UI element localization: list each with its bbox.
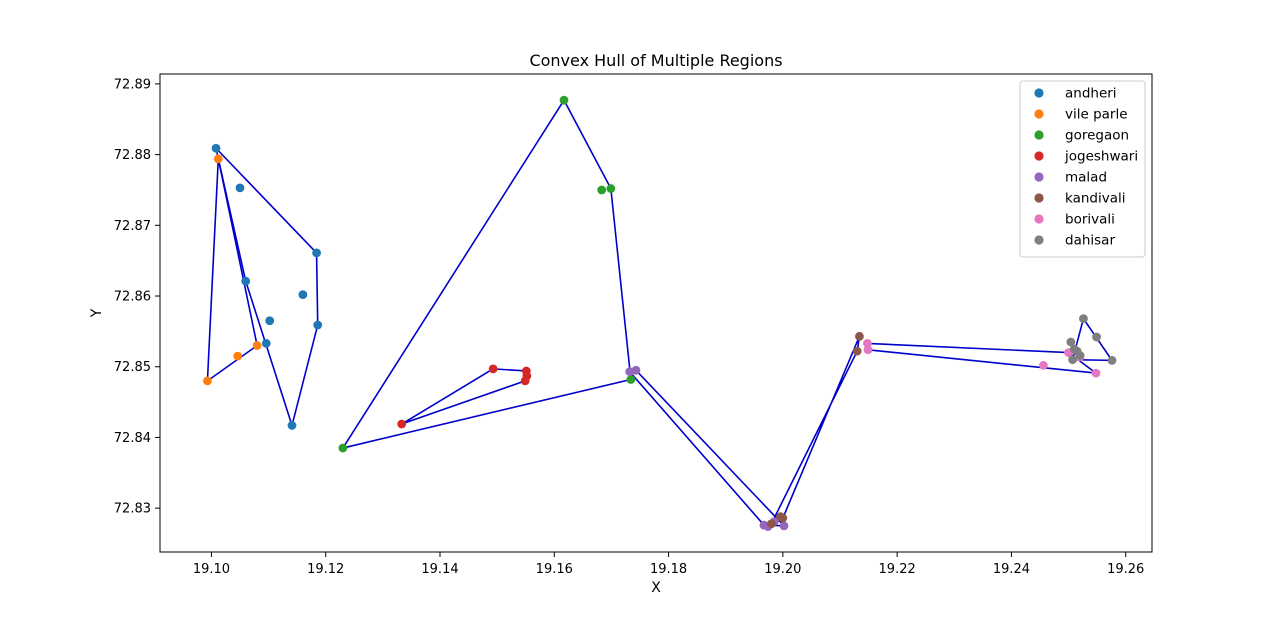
legend-marker	[1034, 172, 1044, 182]
data-point-dahisar	[1079, 314, 1088, 324]
data-point-malad	[779, 521, 789, 531]
data-point-andheri	[312, 248, 321, 258]
data-point-goregaon	[606, 184, 616, 193]
data-point-goregaon	[626, 375, 636, 384]
data-point-andheri	[241, 276, 251, 286]
data-point-kandivali	[767, 519, 776, 529]
data-point-andheri	[298, 290, 308, 300]
data-point-andheri	[313, 320, 323, 330]
y-tick-label: 72.85	[114, 360, 151, 375]
y-axis-label: Y	[89, 308, 105, 318]
legend-marker	[1034, 193, 1044, 203]
data-point-borivali	[863, 345, 873, 355]
y-tick-label: 72.88	[114, 148, 151, 163]
y-tick-label: 72.83	[114, 502, 151, 517]
y-tick-label: 72.84	[114, 431, 151, 446]
data-point-andheri	[211, 143, 221, 153]
x-axis-label: X	[651, 580, 661, 596]
axis-ticks: 19.10 19.12 19.14 19.16 19.18 19.20 19.22 19.24…	[114, 77, 1145, 577]
data-point-kandivali	[852, 346, 862, 356]
legend-label: andheri	[1065, 86, 1117, 102]
data-point-jogeshwari	[488, 364, 498, 374]
data-point-dahisar	[1075, 351, 1085, 360]
data-point-andheri	[265, 316, 275, 326]
data-point-vile-parle	[203, 376, 212, 386]
data-point-borivali	[863, 339, 872, 348]
x-tick-label: 19.18	[650, 562, 687, 577]
data-point-dahisar	[1066, 337, 1076, 347]
x-tick-label: 19.10	[193, 562, 230, 577]
data-point-goregaon	[559, 95, 569, 105]
x-tick-label: 19.24	[993, 562, 1030, 577]
data-point-kandivali	[855, 331, 864, 341]
plot-frame	[159, 73, 1153, 553]
data-point-andheri	[287, 421, 297, 430]
legend-label: goregaon	[1065, 128, 1129, 144]
data-point-goregaon	[338, 443, 348, 453]
y-tick-label: 72.86	[114, 290, 151, 305]
legend-label: jogeshwari	[1064, 149, 1138, 165]
x-tick-label: 19.20	[764, 562, 801, 577]
chart-title: Convex Hull of Multiple Regions	[529, 51, 782, 70]
y-tick-label: 72.87	[114, 219, 151, 234]
x-tick-label: 19.14	[421, 562, 458, 577]
data-point-dahisar	[1107, 355, 1117, 365]
x-tick-label: 19.22	[879, 562, 916, 577]
data-point-jogeshwari	[397, 419, 407, 429]
legend-label: vile parle	[1065, 107, 1128, 123]
hull-line	[215, 147, 319, 427]
legend-marker	[1034, 88, 1044, 98]
data-point-vile-parle	[252, 341, 262, 350]
legend-marker	[1034, 151, 1044, 161]
data-point-dahisar	[1068, 355, 1077, 365]
y-tick-label: 72.89	[114, 77, 151, 92]
data-point-vile-parle	[213, 154, 223, 164]
data-point-goregaon	[597, 185, 607, 195]
hull-line	[206, 158, 258, 382]
legend: andheri vile parle goregaon jogeshwari malad…	[1019, 80, 1146, 258]
legend-marker	[1034, 130, 1044, 140]
data-point-andheri	[235, 183, 245, 193]
data-point-dahisar	[1092, 332, 1101, 342]
data-point-kandivali	[778, 513, 788, 523]
data-point-andheri	[261, 339, 271, 348]
data-point-vile-parle	[233, 351, 243, 361]
scatter-points	[203, 95, 1117, 531]
data-point-borivali	[1039, 360, 1048, 370]
x-tick-label: 19.26	[1107, 562, 1144, 577]
data-point-malad	[625, 367, 635, 377]
data-point-borivali	[1091, 368, 1101, 378]
legend-label: kandivali	[1065, 191, 1126, 207]
legend-label: malad	[1065, 170, 1107, 186]
legend-marker	[1034, 235, 1044, 245]
legend-label: dahisar	[1065, 233, 1115, 249]
legend-label: borivali	[1065, 212, 1115, 228]
x-tick-label: 19.12	[307, 562, 344, 577]
x-tick-label: 19.16	[536, 562, 573, 577]
legend-marker	[1034, 214, 1044, 224]
data-point-jogeshwari	[520, 376, 530, 386]
legend-marker	[1034, 109, 1044, 119]
legend-box	[1019, 80, 1146, 258]
